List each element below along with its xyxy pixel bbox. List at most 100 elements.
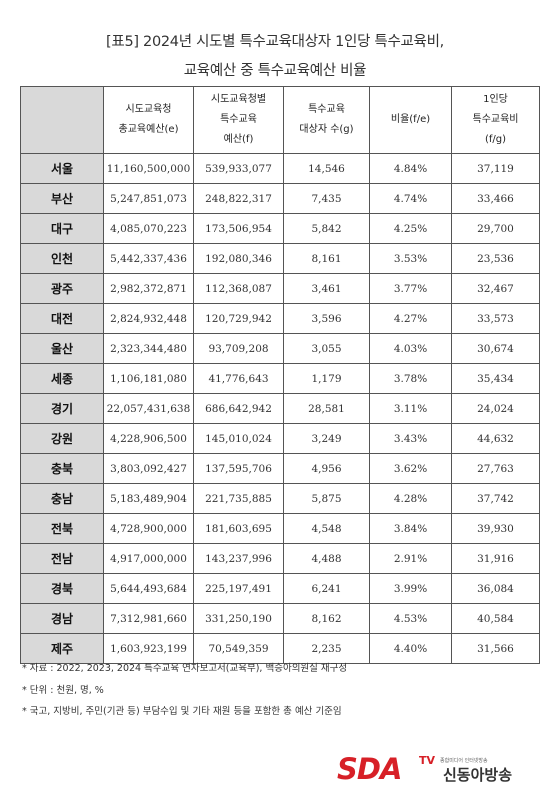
footnotes: * 자료 : 2022, 2023, 2024 특수교육 연차보고서(교육부),… (22, 658, 347, 723)
special-budget-cell: 41,776,643 (193, 363, 284, 394)
special-budget-cell: 225,197,491 (193, 573, 284, 604)
student-count-cell: 6,241 (283, 573, 370, 604)
student-count-cell: 4,488 (283, 543, 370, 574)
logo-mark: SDA (337, 752, 402, 786)
header-cell-ratio: 비율(f/e) (369, 86, 452, 154)
total-budget-cell: 4,085,070,223 (103, 213, 194, 244)
per-student-cell: 36,084 (451, 573, 540, 604)
table-row: 서울 11,160,500,000 539,933,077 14,546 4.84% 37… (20, 153, 540, 184)
special-budget-cell: 70,549,359 (193, 633, 284, 664)
broadcaster-logo: SDA TV 종합미디어 인터넷방송 신동아방송 (335, 752, 525, 788)
special-budget-cell: 331,250,190 (193, 603, 284, 634)
total-budget-cell: 11,160,500,000 (103, 153, 194, 184)
region-cell: 충남 (20, 483, 104, 514)
special-budget-cell: 93,709,208 (193, 333, 284, 364)
per-student-cell: 31,916 (451, 543, 540, 574)
table-row: 강원 4,228,906,500 145,010,024 3,249 3.43% 44,6… (20, 423, 540, 454)
special-budget-cell: 120,729,942 (193, 303, 284, 334)
student-count-cell: 7,435 (283, 183, 370, 214)
region-cell: 경북 (20, 573, 104, 604)
total-budget-cell: 5,644,493,684 (103, 573, 194, 604)
special-budget-cell: 112,368,087 (193, 273, 284, 304)
region-cell: 전남 (20, 543, 104, 574)
per-student-cell: 31,566 (451, 633, 540, 664)
total-budget-cell: 5,442,337,436 (103, 243, 194, 274)
per-student-cell: 23,536 (451, 243, 540, 274)
table-header-row: 시도교육청 총교육예산(e) 시도교육청별 특수교육 예산(f) 특수교육 대상자 수(… (20, 86, 540, 154)
region-cell: 전북 (20, 513, 104, 544)
per-student-cell: 44,632 (451, 423, 540, 454)
table-row: 울산 2,323,344,480 93,709,208 3,055 4.03% 30,67… (20, 333, 540, 364)
ratio-cell: 3.84% (369, 513, 452, 544)
student-count-cell: 2,235 (283, 633, 370, 664)
ratio-cell: 4.40% (369, 633, 452, 664)
special-budget-cell: 181,603,695 (193, 513, 284, 544)
logo-tv: TV (419, 754, 436, 767)
region-cell: 서울 (20, 153, 104, 184)
region-cell: 경남 (20, 603, 104, 634)
per-student-cell: 29,700 (451, 213, 540, 244)
table-row: 전남 4,917,000,000 143,237,996 4,488 2.91% 31,9… (20, 543, 540, 574)
ratio-cell: 3.62% (369, 453, 452, 484)
table-row: 경남 7,312,981,660 331,250,190 8,162 4.53% 40,5… (20, 603, 540, 634)
header-cell-per-student: 1인당 특수교육비 (f/g) (451, 86, 540, 154)
ratio-cell: 4.25% (369, 213, 452, 244)
table-row: 충남 5,183,489,904 221,735,885 5,875 4.28% 37,7… (20, 483, 540, 514)
special-budget-cell: 137,595,706 (193, 453, 284, 484)
per-student-cell: 33,573 (451, 303, 540, 334)
ratio-cell: 3.53% (369, 243, 452, 274)
header-cell-region (20, 86, 104, 154)
special-budget-cell: 248,822,317 (193, 183, 284, 214)
student-count-cell: 4,548 (283, 513, 370, 544)
ratio-cell: 4.28% (369, 483, 452, 514)
table-title-line2: 교육예산 중 특수교육예산 비율 (183, 63, 367, 79)
region-cell: 경기 (20, 393, 104, 424)
per-student-cell: 35,434 (451, 363, 540, 394)
ratio-cell: 4.84% (369, 153, 452, 184)
footnote-basis: * 국고, 지방비, 주민(기관 등) 부담수입 및 기타 재원 등을 포함한 … (22, 706, 342, 717)
ratio-cell: 3.77% (369, 273, 452, 304)
table-row: 제주 1,603,923,199 70,549,359 2,235 4.40% 31,56… (20, 633, 540, 664)
table-title-line1: [표5] 2024년 시도별 특수교육대상자 1인당 특수교육비, (106, 34, 444, 50)
total-budget-cell: 5,183,489,904 (103, 483, 194, 514)
student-count-cell: 14,546 (283, 153, 370, 184)
region-cell: 울산 (20, 333, 104, 364)
table-row: 전북 4,728,900,000 181,603,695 4,548 3.84% 39,9… (20, 513, 540, 544)
region-cell: 세종 (20, 363, 104, 394)
total-budget-cell: 2,982,372,871 (103, 273, 194, 304)
special-budget-cell: 145,010,024 (193, 423, 284, 454)
total-budget-cell: 4,917,000,000 (103, 543, 194, 574)
region-cell: 강원 (20, 423, 104, 454)
per-student-cell: 24,024 (451, 393, 540, 424)
per-student-cell: 27,763 (451, 453, 540, 484)
total-budget-cell: 1,106,181,080 (103, 363, 194, 394)
region-cell: 대구 (20, 213, 104, 244)
ratio-cell: 4.74% (369, 183, 452, 214)
special-budget-cell: 686,642,942 (193, 393, 284, 424)
per-student-cell: 30,674 (451, 333, 540, 364)
ratio-cell: 3.99% (369, 573, 452, 604)
student-count-cell: 3,461 (283, 273, 370, 304)
total-budget-cell: 4,728,900,000 (103, 513, 194, 544)
table-row: 광주 2,982,372,871 112,368,087 3,461 3.77% 32,4… (20, 273, 540, 304)
student-count-cell: 5,842 (283, 213, 370, 244)
special-budget-cell: 173,506,954 (193, 213, 284, 244)
region-cell: 인천 (20, 243, 104, 274)
region-cell: 충북 (20, 453, 104, 484)
per-student-cell: 39,930 (451, 513, 540, 544)
student-count-cell: 4,956 (283, 453, 370, 484)
table-row: 경북 5,644,493,684 225,197,491 6,241 3.99% 36,0… (20, 573, 540, 604)
per-student-cell: 37,742 (451, 483, 540, 514)
student-count-cell: 8,162 (283, 603, 370, 634)
ratio-cell: 4.03% (369, 333, 452, 364)
logo-name: 신동아방송 (443, 766, 513, 784)
total-budget-cell: 1,603,923,199 (103, 633, 194, 664)
logo-tagline: 종합미디어 인터넷방송 (440, 758, 488, 764)
student-count-cell: 1,179 (283, 363, 370, 394)
student-count-cell: 8,161 (283, 243, 370, 274)
footnote-source: * 자료 : 2022, 2023, 2024 특수교육 연차보고서(교육부),… (22, 663, 348, 674)
ratio-cell: 4.53% (369, 603, 452, 634)
special-budget-cell: 221,735,885 (193, 483, 284, 514)
student-count-cell: 3,596 (283, 303, 370, 334)
table-row: 대전 2,824,932,448 120,729,942 3,596 4.27% 33,5… (20, 303, 540, 334)
